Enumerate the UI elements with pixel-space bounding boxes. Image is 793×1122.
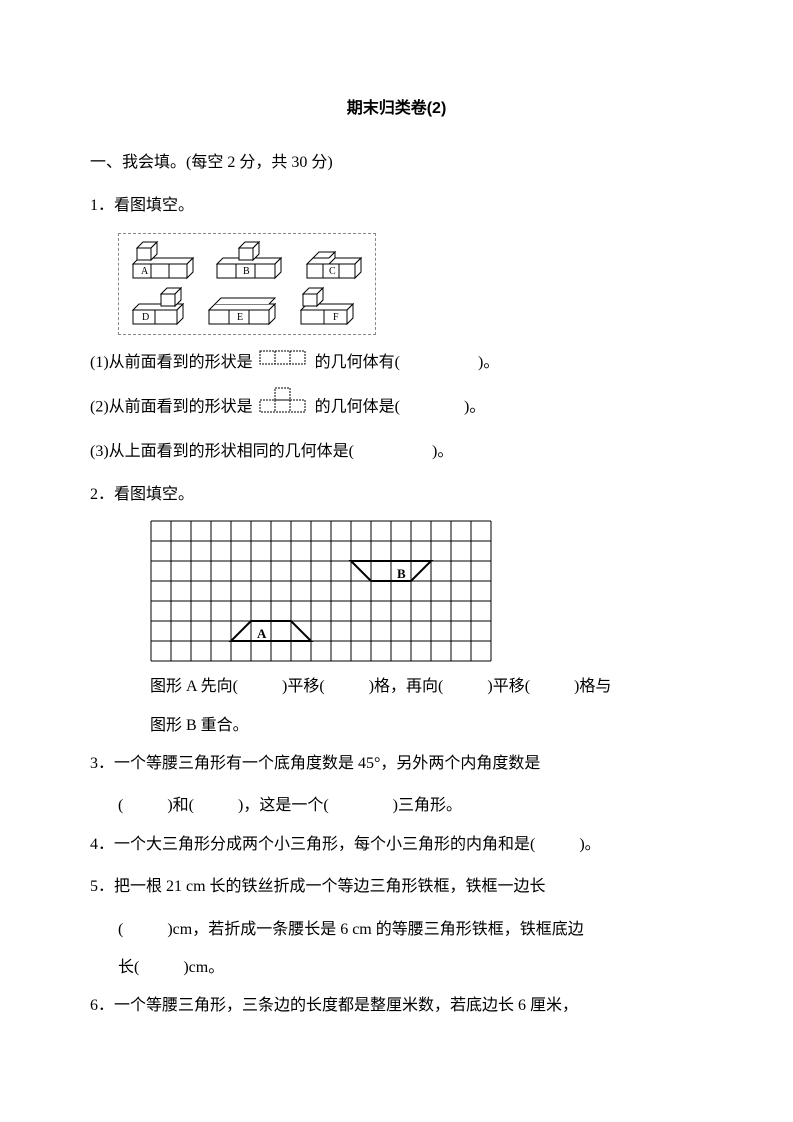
grid-box: AB xyxy=(150,520,703,662)
q1-sub2: (2)从前面看到的形状是 的几何体是( )。 xyxy=(90,386,703,429)
section-header: 一、我会填。(每空 2 分，共 30 分) xyxy=(90,144,703,182)
q1-sub2-post: 的几何体是( xyxy=(315,398,400,415)
q1-sub2-pre: (2)从前面看到的形状是 xyxy=(90,398,253,415)
q2-l1d: )平移( xyxy=(487,678,530,695)
q5-line3: 长( )cm。 xyxy=(90,949,703,987)
q4-a: 4．一个大三角形分成两个小三角形，每个小三角形的内角和是( xyxy=(90,836,535,853)
cube-c: C xyxy=(301,240,367,282)
cube-d-label: D xyxy=(142,312,149,323)
q5-b1: ( xyxy=(118,921,123,938)
q5-c2: )cm。 xyxy=(183,959,224,976)
q3-b2: )和( xyxy=(167,797,194,814)
q2-line1: 图形 A 先向( )平移( )格，再向( )平移( )格与 xyxy=(90,668,703,706)
cube-d: D xyxy=(127,286,189,328)
cube-c-label: C xyxy=(329,266,336,277)
q1-sub1-pre: (1)从前面看到的形状是 xyxy=(90,354,253,371)
cube-e: E xyxy=(203,286,281,328)
q2-l1c: )格，再向( xyxy=(369,678,444,695)
shape-l-icon xyxy=(259,386,309,429)
q3-b1: ( xyxy=(118,797,123,814)
cube-b: B xyxy=(211,240,287,282)
page-title: 期末归类卷(2) xyxy=(90,90,703,128)
shape-1x3-icon xyxy=(259,344,309,382)
q5-b2: )cm，若折成一条腰长是 6 cm 的等腰三角形铁框，铁框底边 xyxy=(167,921,583,938)
svg-text:B: B xyxy=(397,566,406,581)
cube-f: F xyxy=(295,286,359,328)
q4: 4．一个大三角形分成两个小三角形，每个小三角形的内角和是( )。 xyxy=(90,826,703,864)
q2-l1e: )格与 xyxy=(574,678,611,695)
cube-a: A xyxy=(127,240,197,282)
q2-line2: 图形 B 重合。 xyxy=(90,707,703,745)
q2-l1a: 图形 A 先向( xyxy=(150,678,238,695)
q1-sub3-end: )。 xyxy=(432,443,453,460)
q1-sub1: (1)从前面看到的形状是 的几何体有( )。 xyxy=(90,344,703,383)
q1-sub3: (3)从上面看到的形状相同的几何体是( )。 xyxy=(90,433,703,471)
cube-f-label: F xyxy=(333,312,339,323)
q2-stem: 2．看图填空。 xyxy=(90,476,703,514)
q3-line2: ( )和( )，这是一个( )三角形。 xyxy=(90,787,703,825)
q5-c1: 长( xyxy=(118,959,139,976)
grid-svg: AB xyxy=(150,520,492,662)
cube-a-label: A xyxy=(141,266,149,277)
svg-text:A: A xyxy=(257,626,267,641)
q6: 6．一个等腰三角形，三条边的长度都是整厘米数，若底边长 6 厘米， xyxy=(90,987,703,1025)
q1-sub2-end: )。 xyxy=(464,398,485,415)
q5-line2: ( )cm，若折成一条腰长是 6 cm 的等腰三角形铁框，铁框底边 xyxy=(90,911,703,949)
q1-sub3-pre: (3)从上面看到的形状相同的几何体是( xyxy=(90,443,354,460)
q2-l1b: )平移( xyxy=(282,678,325,695)
q3-b3: )，这是一个( xyxy=(238,797,329,814)
q3-b4: )三角形。 xyxy=(393,797,462,814)
q1-stem: 1．看图填空。 xyxy=(90,187,703,225)
q5-line1: 5．把一根 21 cm 长的铁丝折成一个等边三角形铁框，铁框一边长 xyxy=(90,868,703,906)
q4-b: )。 xyxy=(579,836,600,853)
cube-b-label: B xyxy=(243,266,250,277)
q3-line1: 3．一个等腰三角形有一个底角度数是 45°，另外两个内角度数是 xyxy=(90,745,703,783)
q1-sub1-post: 的几何体有( xyxy=(315,354,400,371)
cube-row-1: A B xyxy=(127,240,367,282)
q1-sub1-end: )。 xyxy=(478,354,499,371)
cube-row-2: D E xyxy=(127,286,367,328)
cube-e-label: E xyxy=(237,312,243,323)
cubes-box: A B xyxy=(118,233,376,335)
